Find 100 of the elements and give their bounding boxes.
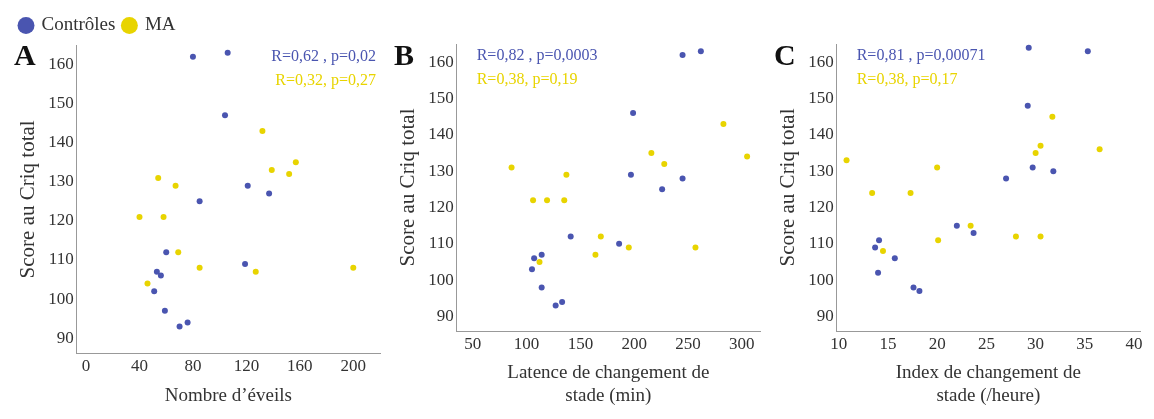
point <box>286 170 293 177</box>
y-tick-label: 130 <box>428 160 454 180</box>
point <box>875 269 882 276</box>
point <box>530 197 537 204</box>
annotation: R=0,38, p=0,17 <box>856 70 958 89</box>
y-tick-label: 150 <box>808 87 834 107</box>
point <box>222 112 229 119</box>
point <box>528 266 535 273</box>
x-tick-label: 300 <box>728 333 755 353</box>
point <box>538 284 545 291</box>
annotation: R=0,38, p=0,19 <box>476 70 578 89</box>
point <box>661 160 668 167</box>
point <box>869 189 876 196</box>
point <box>1037 233 1044 240</box>
x-tick-label: 50 <box>464 333 482 353</box>
y-tick-label: 90 <box>816 305 834 325</box>
y-tick-label: 140 <box>428 124 454 144</box>
point <box>1050 168 1057 175</box>
y-tick-label: 90 <box>436 305 454 325</box>
point <box>627 171 634 178</box>
x-tick-label: 20 <box>928 333 946 353</box>
point <box>153 268 160 275</box>
x-tick-label: 200 <box>340 356 367 376</box>
y-tick-label: 140 <box>808 124 834 144</box>
point <box>559 298 566 305</box>
y-tick-label: 120 <box>808 196 834 216</box>
x-tick-label: 120 <box>233 356 260 376</box>
x-tick-label: 150 <box>567 333 594 353</box>
point <box>252 268 259 275</box>
point <box>544 197 551 204</box>
point <box>616 240 623 247</box>
y-tick-label: 130 <box>808 160 834 180</box>
point <box>953 222 960 229</box>
y-tick-label: 110 <box>428 233 454 253</box>
point <box>1025 44 1032 51</box>
point <box>872 244 879 251</box>
y-tick-label: 120 <box>428 196 454 216</box>
annotation: R=0,81 , p=0,00071 <box>856 46 986 65</box>
point <box>970 229 977 236</box>
point <box>163 249 170 256</box>
chart-title: A <box>14 37 36 71</box>
point <box>967 222 974 229</box>
y-tick-label: 160 <box>808 51 834 71</box>
x-tick-label: 250 <box>675 333 701 353</box>
point <box>934 164 941 171</box>
x-tick-label: 30 <box>1027 333 1045 353</box>
point <box>189 53 196 60</box>
point <box>224 49 231 56</box>
point <box>935 237 942 244</box>
x-tick-label: 10 <box>830 333 848 353</box>
point <box>659 186 666 193</box>
point <box>136 213 143 220</box>
x-tick-label: 40 <box>1125 333 1143 353</box>
point <box>679 51 686 58</box>
point <box>160 213 167 220</box>
point <box>561 197 568 204</box>
x-tick-label: 25 <box>977 333 995 353</box>
point <box>744 153 751 160</box>
annotation: R=0,62 , p=0,02 <box>271 47 376 66</box>
point <box>552 302 559 309</box>
point <box>157 272 164 279</box>
x-axis-title: Index de changement de stade (/heure) <box>895 360 1081 406</box>
point <box>244 182 251 189</box>
point <box>625 244 632 251</box>
y-tick-label: 120 <box>48 210 74 230</box>
point <box>538 251 545 258</box>
point <box>1012 233 1019 240</box>
x-axis-title: Nombre d’éveils <box>164 383 292 405</box>
point <box>1029 164 1036 171</box>
point <box>161 307 168 314</box>
x-tick-label: 160 <box>287 356 313 376</box>
point <box>151 288 158 295</box>
point <box>1049 113 1056 120</box>
point <box>144 280 151 287</box>
point <box>259 128 266 134</box>
y-tick-label: 160 <box>428 51 454 71</box>
y-tick-label: 90 <box>56 327 74 347</box>
point <box>876 237 883 244</box>
y-tick-label: 110 <box>48 249 74 269</box>
point <box>891 255 898 262</box>
y-tick-label: 150 <box>428 87 454 107</box>
point <box>1037 142 1044 149</box>
point <box>907 189 914 196</box>
point <box>536 258 543 265</box>
x-tick-label: 40 <box>131 356 148 376</box>
point <box>268 167 275 174</box>
point <box>176 323 183 330</box>
point <box>531 255 538 262</box>
point <box>910 284 917 291</box>
x-tick-label: 100 <box>513 333 540 353</box>
point <box>1032 149 1039 156</box>
point <box>242 260 249 267</box>
x-axis-title: Latence de changement de stade (min) <box>507 360 710 406</box>
legend-label: MA <box>144 13 176 35</box>
y-tick-label: 140 <box>48 132 74 152</box>
point <box>1024 102 1031 109</box>
point <box>648 149 655 156</box>
point <box>1084 48 1091 55</box>
point <box>697 48 704 55</box>
annotation: R=0,32, p=0,27 <box>275 71 376 90</box>
